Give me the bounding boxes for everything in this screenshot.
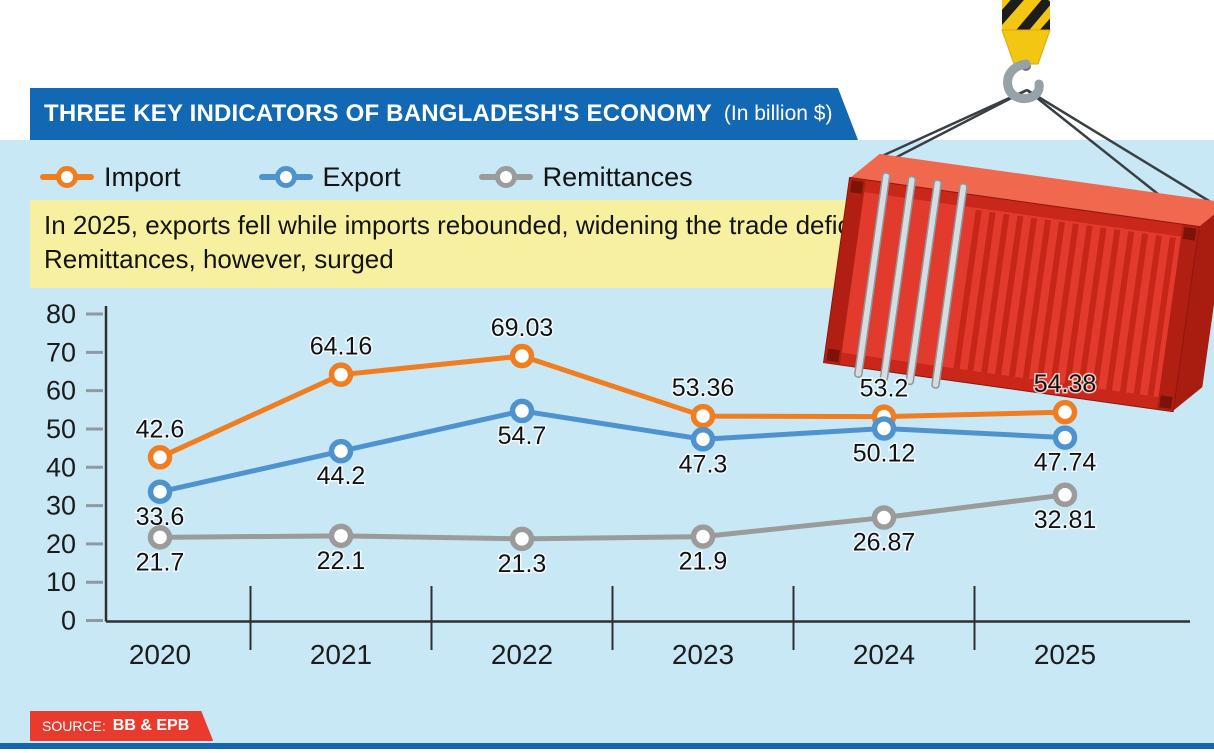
export-point-icon [274,166,297,188]
import-line-marker-icon [40,166,94,188]
legend-label-export: Export [322,161,401,192]
crane-hook-icon [1001,0,1051,103]
remittances-point-icon [494,166,517,188]
import-point-icon [56,166,78,188]
legend-label-import: Import [104,161,181,192]
remittances-line-marker-icon [478,166,533,188]
legend-label-remittances: Remittances [542,161,693,192]
bottom-border-strip [0,743,1214,749]
source-name: BB & EPB [112,717,190,734]
export-line-marker-icon [258,166,313,188]
chart-legend: Import Export Remittances [40,158,693,196]
container-door-rods [854,172,968,389]
chart-title-bar: THREE KEY INDICATORS OF BANGLADESH'S ECO… [30,88,858,140]
source-badge: SOURCE: BB & EPB [30,711,213,741]
legend-item-export: Export [258,161,401,193]
legend-item-remittances: Remittances [478,161,693,193]
source-prefix: SOURCE: [42,718,106,734]
legend-item-import: Import [40,162,181,193]
annotation-line-1: In 2025, exports fell while imports rebo… [44,210,871,240]
chart-title: THREE KEY INDICATORS OF BANGLADESH'S ECO… [44,100,712,127]
annotation-line-2: Remittances, however, surged [44,243,394,274]
chart-unit-note: (In billion $) [723,102,833,125]
shipping-container [822,153,1214,413]
